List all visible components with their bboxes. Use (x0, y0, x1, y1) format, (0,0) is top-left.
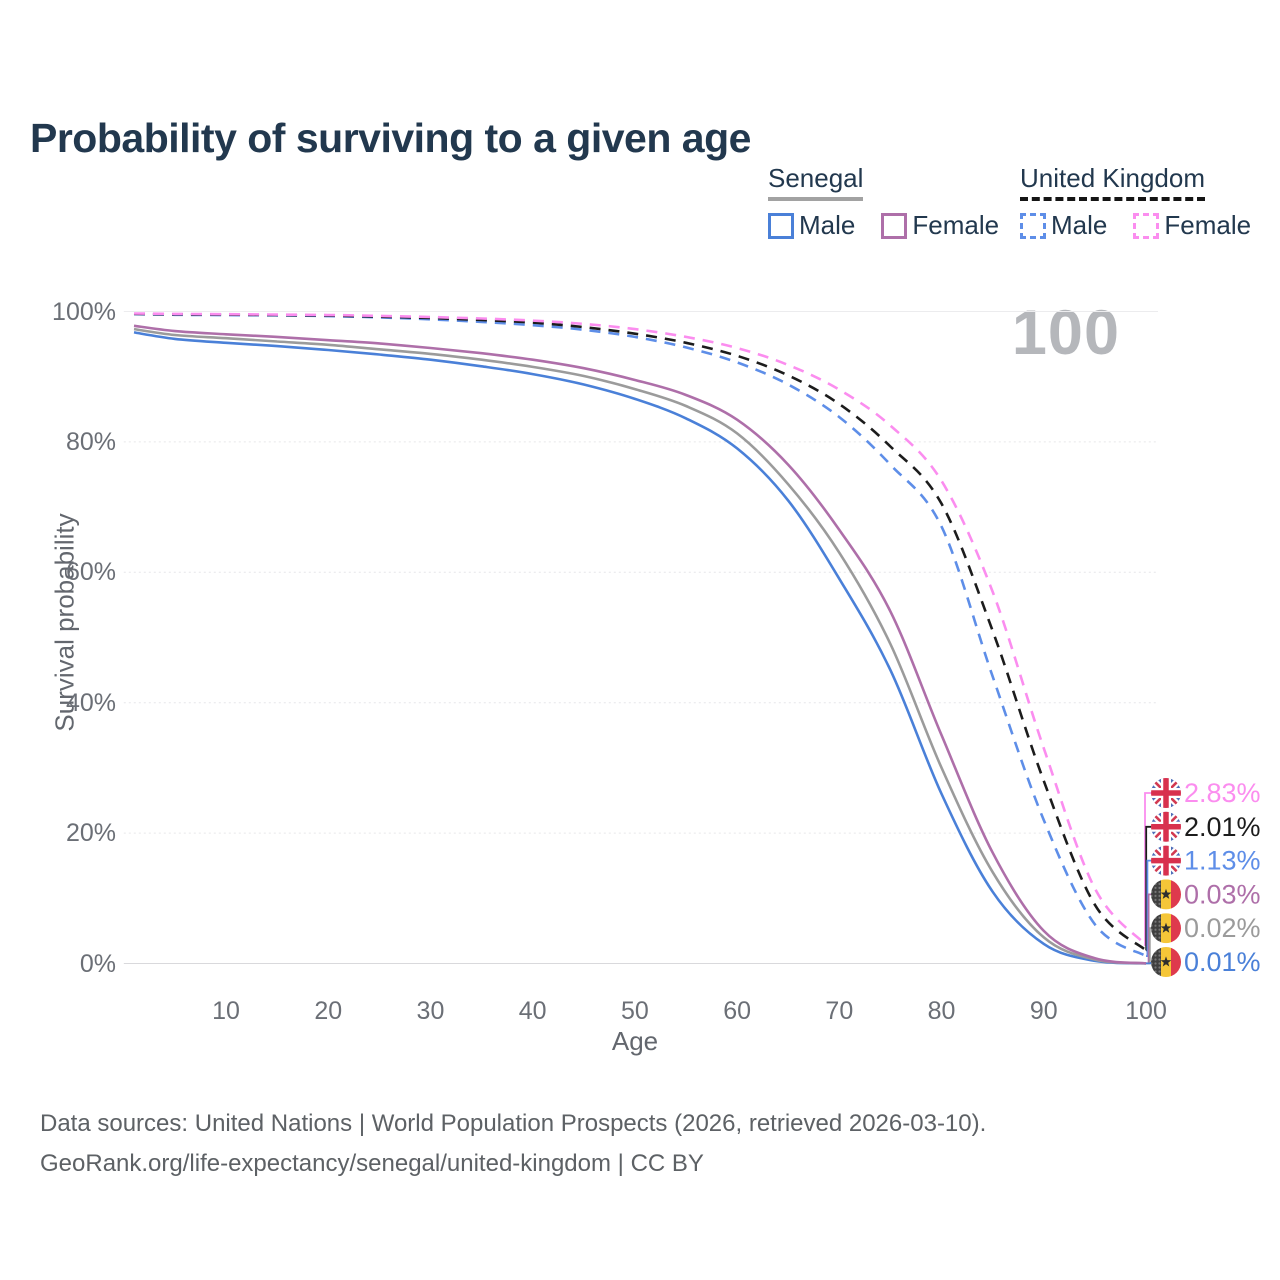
legend-swatch-icon (1020, 212, 1046, 239)
x-tick-100: 100 (1125, 997, 1167, 1025)
legend-swatch-icon (768, 212, 794, 239)
x-tick-40: 40 (518, 997, 547, 1025)
x-tick-30: 30 (416, 997, 445, 1025)
end-label-uk-all: 2.01% (1184, 812, 1261, 842)
x-tick-20: 20 (314, 997, 343, 1025)
x-tick-70: 70 (825, 997, 854, 1025)
legend-item-label: Female (1164, 210, 1252, 240)
curve-uk-female (133, 312, 1147, 946)
flag-icon-uk-uk-female (1151, 778, 1181, 808)
footer: Data sources: United Nations | World Pop… (40, 1104, 986, 1184)
legend-swatch-icon (881, 212, 908, 239)
legend-item-senegal-male[interactable]: Male (768, 210, 855, 241)
end-label-uk-female: 2.83% (1184, 778, 1261, 808)
x-axis-title: Age (611, 1026, 659, 1056)
curve-uk-male (133, 312, 1147, 958)
legend-senegal-label: Senegal (768, 163, 864, 201)
leader-uk-all (1145, 825, 1151, 952)
footer-attribution: GeoRank.org/life-expectancy/senegal/unit… (40, 1150, 704, 1177)
end-label-senegal-female: 0.03% (1184, 879, 1261, 909)
page-title: Probability of surviving to a given age (30, 115, 751, 162)
y-tick-20: 20% (65, 819, 116, 848)
legend-swatch-icon (1133, 212, 1160, 239)
curve-senegal-male (133, 331, 1147, 965)
flag-icon-senegal-senegal-male (1151, 947, 1181, 977)
legend-group-senegal: Senegal Male Female (768, 163, 999, 241)
x-tick-60: 60 (723, 997, 752, 1025)
end-value-labels: 2.83% 2.01% 1.13%0.03% 0.02% 0.01% (1144, 778, 1261, 977)
y-tick-80: 80% (65, 427, 116, 456)
x-tick-80: 80 (927, 997, 956, 1025)
leader-uk-male (1146, 859, 1151, 957)
end-label-uk-male: 1.13% (1184, 846, 1261, 876)
x-tick-50: 50 (620, 997, 649, 1025)
end-label-senegal-all: 0.02% (1184, 913, 1261, 943)
x-tick-10: 10 (212, 997, 240, 1025)
end-label-senegal-male: 0.01% (1184, 947, 1261, 977)
legend-item-senegal-female[interactable]: Female (881, 210, 999, 241)
legend-group-united-kingdom: United Kingdom Male Female (1020, 163, 1251, 241)
curve-senegal-female (133, 324, 1147, 965)
gridlines (123, 311, 1158, 964)
legend-item-label: Female (912, 210, 1000, 240)
legend-senegal-items: Male Female (768, 210, 999, 241)
y-tick-100: 100% (52, 297, 116, 326)
y-tick-0: 0% (79, 949, 116, 978)
y-axis-title: Survival probability (49, 513, 80, 732)
leader-senegal-male (1146, 962, 1152, 965)
curve-senegal-all (133, 327, 1147, 965)
flag-icon-senegal-senegal-female (1151, 879, 1181, 910)
y-tick-60: 60% (65, 558, 116, 587)
legend-uk-items: Male Female (1020, 210, 1251, 241)
legend-item-uk-female[interactable]: Female (1133, 210, 1251, 241)
x-tick-90: 90 (1029, 997, 1058, 1025)
flag-icon-uk-uk-male (1151, 845, 1181, 876)
legend-item-label: Male (1051, 210, 1108, 240)
legend-item-uk-male[interactable]: Male (1020, 210, 1107, 241)
flag-icon-senegal-senegal-all (1151, 913, 1181, 944)
legend-uk-label: United Kingdom (1020, 163, 1205, 201)
flag-icon-uk-uk-all (1151, 811, 1181, 842)
series-lines (133, 312, 1147, 965)
footer-data-sources: Data sources: United Nations | World Pop… (40, 1110, 987, 1137)
legend-item-label: Male (799, 210, 856, 240)
y-tick-40: 40% (65, 688, 116, 717)
hovered-age-watermark: 100 (1011, 298, 1120, 368)
